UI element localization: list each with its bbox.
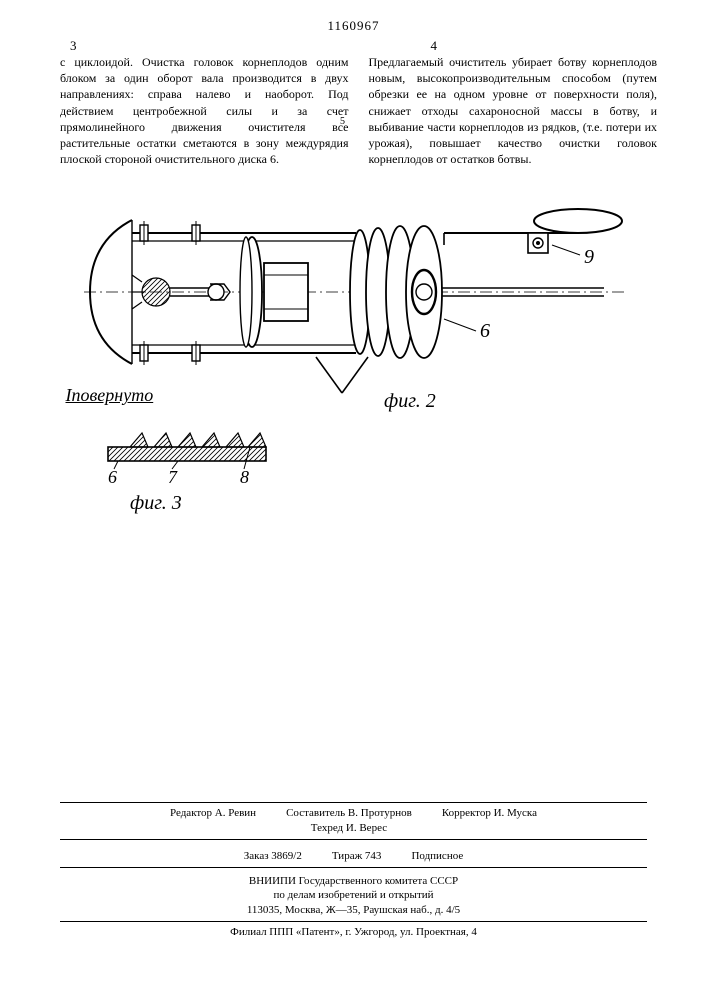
org-line-3: 113035, Москва, Ж—35, Раушская наб., д. …	[0, 903, 707, 918]
tirage: Тираж 743	[332, 849, 382, 864]
column-number-right: 4	[431, 38, 438, 54]
compiler: Составитель В. Протурнов	[286, 807, 412, 819]
fig2-ref-6: 6	[480, 320, 490, 342]
fig3-ref-7: 7	[168, 467, 178, 487]
editor: Редактор А. Ревин	[170, 806, 256, 836]
fig3-ref-8: 8	[240, 467, 249, 487]
organization-block: ВНИИПИ Государственного комитета СССР по…	[0, 874, 707, 940]
line-number-marker: 5	[340, 116, 345, 127]
org-line-2: по делам изобретений и открытий	[0, 888, 707, 903]
tech-editor: Техред И. Верес	[311, 822, 387, 834]
text-columns: с циклоидой. Очистка головок корнеплодов…	[0, 34, 707, 167]
credits-row-1: Редактор А. Ревин Составитель В. Протурн…	[60, 802, 647, 840]
patent-number: 1160967	[0, 0, 707, 34]
fig2-ref-9: 9	[584, 246, 594, 268]
fig3-ref-6: 6	[108, 467, 117, 487]
org-line-1: ВНИИПИ Государственного комитета СССР	[0, 874, 707, 889]
fig2-rotated-label: Iповернуто	[66, 385, 154, 406]
fig2-label: фиг. 2	[384, 390, 436, 412]
figure-2: 6 9 фиг. 2 Iповернуто	[84, 197, 624, 417]
subscription: Подписное	[411, 849, 463, 864]
fig3-label: фиг. 3	[130, 492, 182, 514]
right-column: Предлагаемый очиститель убирает ботву ко…	[369, 54, 658, 167]
corrector: Корректор И. Муска	[442, 806, 537, 836]
order-number: Заказ 3869/2	[244, 849, 302, 864]
credits-row-2: Заказ 3869/2 Тираж 743 Подписное	[60, 846, 647, 868]
org-line-4: Филиал ППП «Патент», г. Ужгород, ул. Про…	[60, 921, 647, 940]
figure-3: 6 7 8 фиг. 3	[90, 425, 350, 515]
column-number-left: 3	[70, 38, 77, 54]
left-column: с циклоидой. Очистка головок корнеплодов…	[60, 54, 349, 167]
imprint-footer: Редактор А. Ревин Составитель В. Протурн…	[0, 802, 707, 940]
